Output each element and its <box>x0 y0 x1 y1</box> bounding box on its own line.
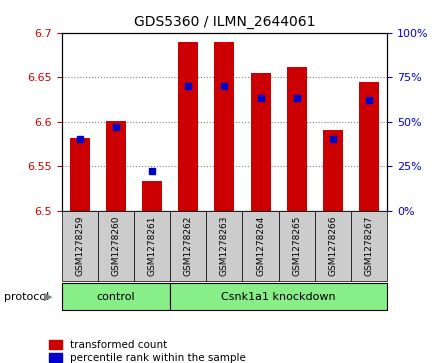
Bar <box>142 181 162 211</box>
Text: Csnk1a1 knockdown: Csnk1a1 knockdown <box>221 292 336 302</box>
Title: GDS5360 / ILMN_2644061: GDS5360 / ILMN_2644061 <box>134 15 315 29</box>
Text: GSM1278263: GSM1278263 <box>220 216 229 276</box>
Text: GSM1278265: GSM1278265 <box>292 216 301 276</box>
Text: ▶: ▶ <box>44 292 52 302</box>
Text: GSM1278259: GSM1278259 <box>75 216 84 276</box>
Text: GSM1278260: GSM1278260 <box>111 216 121 276</box>
Text: GSM1278266: GSM1278266 <box>328 216 337 276</box>
Bar <box>106 121 126 211</box>
Bar <box>214 42 235 211</box>
Bar <box>178 42 198 211</box>
Bar <box>251 73 271 211</box>
Text: GSM1278267: GSM1278267 <box>365 216 374 276</box>
Bar <box>70 138 90 211</box>
Text: GSM1278261: GSM1278261 <box>147 216 157 276</box>
Bar <box>287 68 307 211</box>
Text: protocol: protocol <box>4 292 50 302</box>
Text: GSM1278264: GSM1278264 <box>256 216 265 276</box>
Text: GSM1278262: GSM1278262 <box>184 216 193 276</box>
Text: control: control <box>96 292 135 302</box>
Legend: transformed count, percentile rank within the sample: transformed count, percentile rank withi… <box>49 340 246 363</box>
Bar <box>323 130 343 211</box>
Bar <box>359 82 379 211</box>
